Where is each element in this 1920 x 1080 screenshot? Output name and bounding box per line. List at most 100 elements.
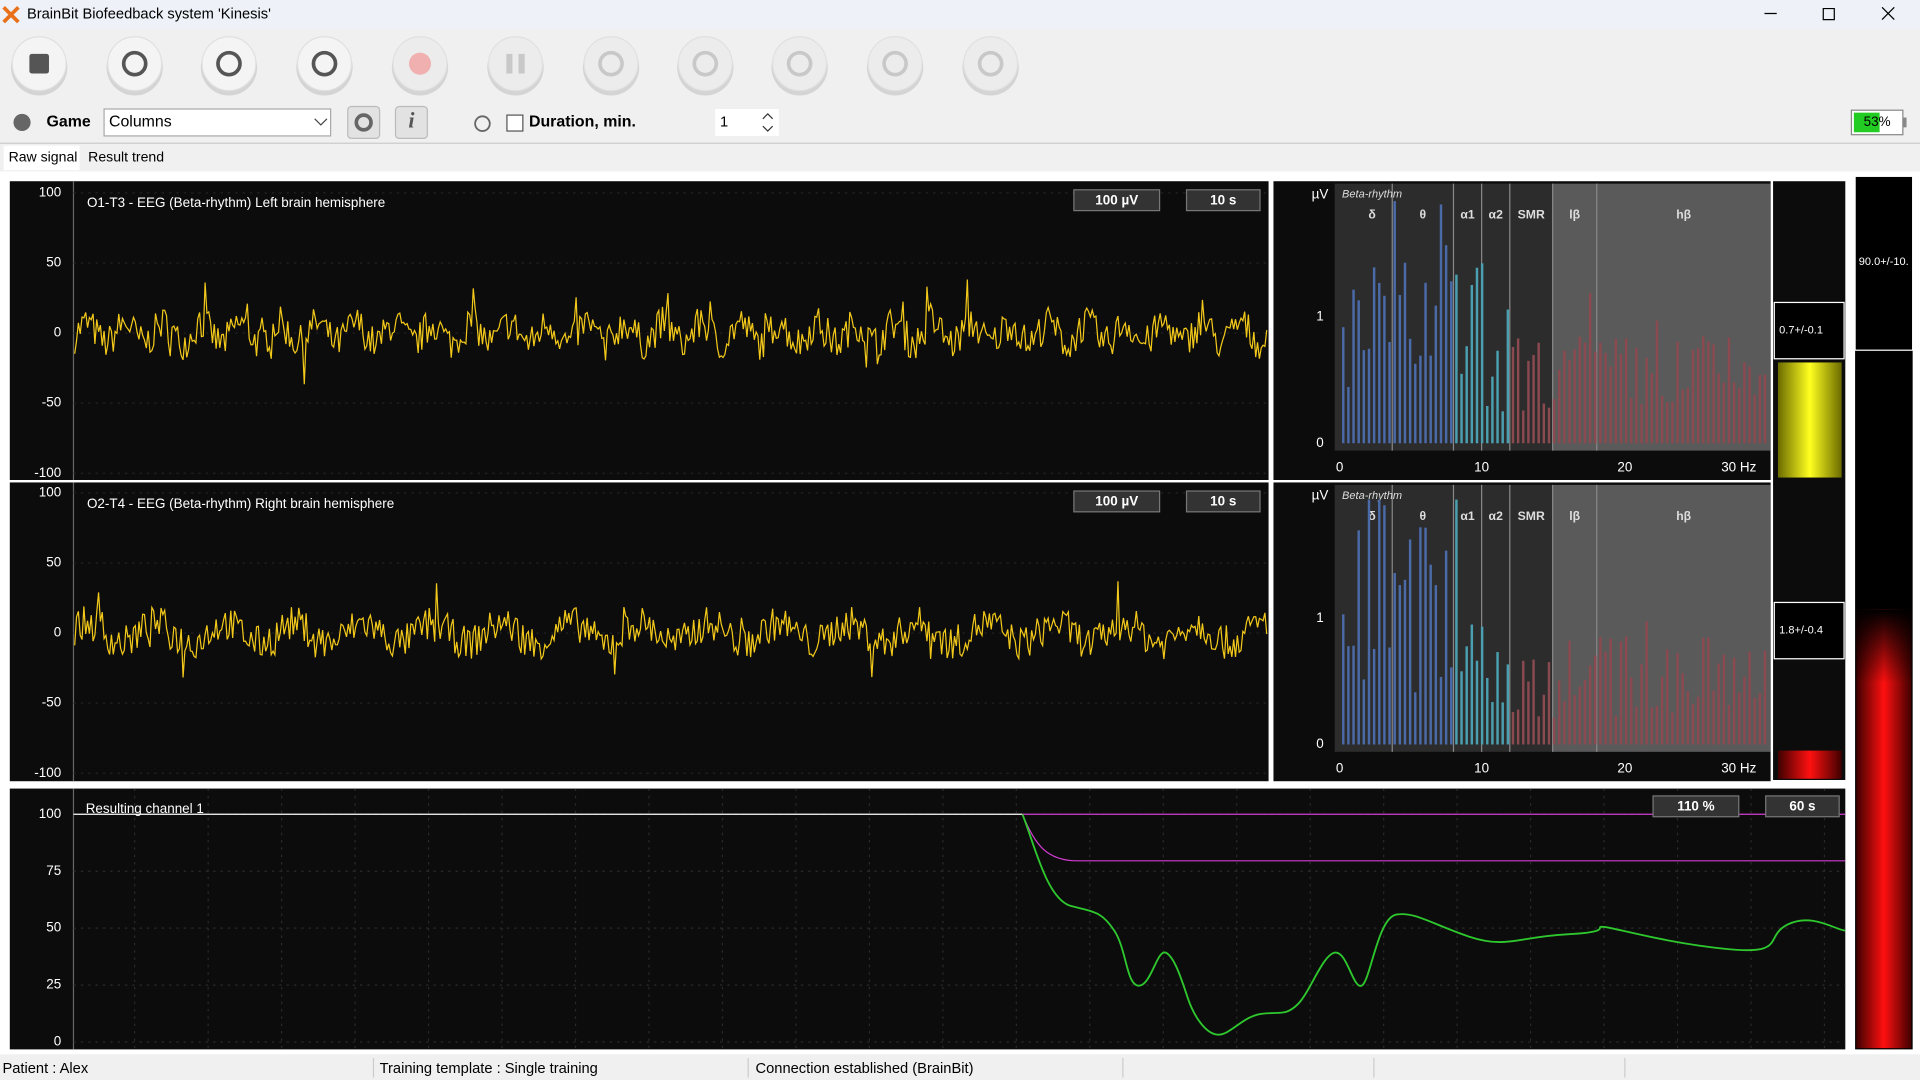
x-tick-label: 0 [1336,459,1343,474]
duration-checkbox[interactable] [506,114,524,132]
spectrum-bar [1455,274,1458,444]
spectrum-bar [1475,267,1479,444]
toolbar-button[interactable] [582,36,640,96]
button-face [963,36,1019,92]
spectrum-bar [1511,711,1515,745]
band-label: θ [1420,208,1427,222]
rhythm-label: Beta-rhythm [1342,490,1402,502]
toolbar-button[interactable] [771,36,828,96]
band-label: θ [1420,509,1427,523]
spectrum-bar [1342,327,1345,444]
x-tick-label: 30 Hz [1721,459,1756,474]
time-box[interactable] [1185,490,1261,513]
spectrum-bar [1558,369,1561,444]
scale-box[interactable] [1652,795,1740,818]
battery-tip [1902,117,1907,128]
indicator-value: 0.7+/-0.1 [1779,325,1823,337]
toolbar-button[interactable] [296,36,353,96]
band-label: α2 [1489,208,1504,222]
spectrum-bar [1738,692,1741,745]
y-tick-label: 50 [46,555,61,570]
time-label: 10 s [1210,494,1236,509]
band-label: lβ [1569,509,1580,523]
toolbar-button[interactable] [391,36,449,96]
toolbar-button[interactable] [487,36,544,96]
feedback-bar-shade [1856,609,1912,684]
y-tick-label: -50 [42,395,61,410]
indicator-value: 90.0+/-10. [1859,256,1909,268]
unit-label: µV [1312,487,1329,502]
scale-box[interactable] [1073,490,1161,513]
band-label: hβ [1676,208,1691,222]
y-tick-label: 25 [46,977,61,992]
spectrum-bar [1702,336,1705,444]
y-tick-label: -100 [34,765,61,780]
gear-icon [354,113,373,132]
spectrum-bar [1763,374,1767,444]
spectrum-bar [1398,585,1402,745]
game-select[interactable] [103,108,332,137]
info-button[interactable] [394,105,428,139]
toolbar-button[interactable] [11,36,68,96]
indicator-bg [1773,181,1846,780]
spectrum-bar [1408,338,1412,444]
toolbar-button[interactable] [866,36,924,96]
band-label: α2 [1489,509,1504,523]
spectrum-bar [1614,715,1618,745]
spectrum-bar [1372,648,1376,745]
time-box[interactable] [1765,795,1840,818]
spectrum-bar [1424,527,1427,745]
scale-label: 110 % [1677,799,1714,814]
spectrum-bar [1491,702,1494,745]
band-label: hβ [1676,509,1691,523]
spectrum-bar [1563,350,1566,444]
spectrum-bar [1660,396,1664,444]
icon [408,52,432,75]
spectrum-bar [1501,702,1504,745]
spectrum-bar [1486,405,1489,444]
battery-text: 53% [1864,114,1891,129]
scale-box[interactable] [1073,189,1161,212]
title-bar [0,0,1920,30]
spectrum-bar [1547,407,1551,444]
spectrum-bar [1527,360,1530,444]
toolbar-button[interactable] [106,36,163,96]
time-box[interactable] [1185,189,1261,212]
eeg-panel: 100 50 0 -50 -100 O1-T3 - EEG (Beta-rhythm) L… [9,181,1269,480]
spectrum-bar [1691,349,1695,444]
spectrum-bar [1475,660,1479,745]
spectrum-bar [1635,347,1638,444]
y-tick-label: 75 [46,863,61,878]
y-tick-label: 0 [54,325,61,340]
band-label: δ [1368,509,1375,523]
spectrum-bar [1552,398,1556,444]
spectrum-bar [1583,342,1587,444]
toolbar-button[interactable] [200,36,258,96]
spectrum-bar [1573,695,1576,745]
spectrum-bar [1753,394,1756,444]
toolbar-button[interactable] [962,36,1019,96]
spectrum-bar [1378,282,1381,444]
window-controls[interactable] [1764,6,1895,21]
spectrum-bar [1429,564,1432,745]
spectrum-bar [1563,701,1566,745]
toolbar-button[interactable] [677,36,734,96]
spectrum-bar [1439,204,1443,444]
spectrum-bar [1738,387,1741,444]
spectrum-bar [1362,679,1366,745]
spectrum-bar [1753,697,1756,745]
button-face [487,36,544,92]
tab[interactable]: Result trend [88,149,164,165]
x-tick-label: 0 [1336,761,1343,776]
spin-arrows[interactable] [762,113,774,132]
tab-active[interactable] [3,145,80,171]
tab[interactable]: Raw signal [9,149,78,165]
panel-title: Resulting channel 1 [86,801,204,816]
spectrum-bar [1578,336,1582,444]
spectrum-bar [1619,353,1623,444]
spectrum-bar [1614,338,1618,444]
battery-level [1853,112,1880,133]
game-settings-button[interactable] [347,105,381,139]
